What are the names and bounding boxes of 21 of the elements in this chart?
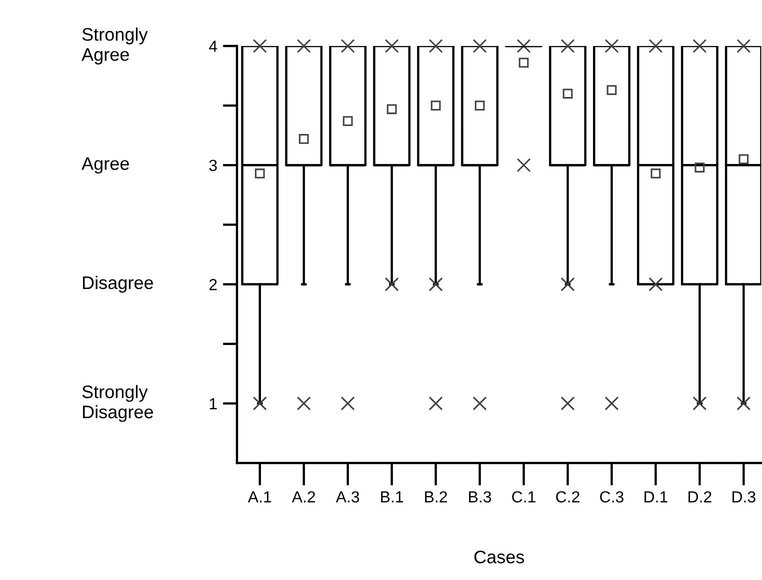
x-tick-label: B.2 — [425, 491, 447, 502]
x-tick-label: D.1 — [644, 491, 668, 502]
x-tick-label: A.1 — [248, 491, 272, 502]
y-tick-label: 3 — [209, 160, 217, 172]
y-tick-label: 2 — [209, 278, 217, 290]
y-tick-label: 1 — [210, 398, 217, 410]
x-axis-title: Cases — [474, 550, 524, 564]
text: Agree — [82, 157, 129, 174]
x-tick-label: C.2 — [556, 491, 580, 503]
x-tick-label: C.3 — [600, 491, 624, 503]
x-tick-label: A.3 — [336, 491, 360, 503]
y-tick-label: 4 — [209, 40, 218, 52]
x-tick-label: B.1 — [381, 491, 404, 502]
text: Strongly Disagree — [82, 384, 153, 422]
text: Disagree — [83, 276, 153, 293]
x-tick-label: D.3 — [732, 491, 756, 503]
x-tick-label: A.2 — [292, 491, 316, 502]
x-tick-label: D.2 — [688, 491, 712, 502]
x-tick-label: C.1 — [512, 491, 536, 503]
x-tick-label: B.3 — [469, 491, 492, 503]
text: Strongly Agree — [82, 28, 148, 64]
